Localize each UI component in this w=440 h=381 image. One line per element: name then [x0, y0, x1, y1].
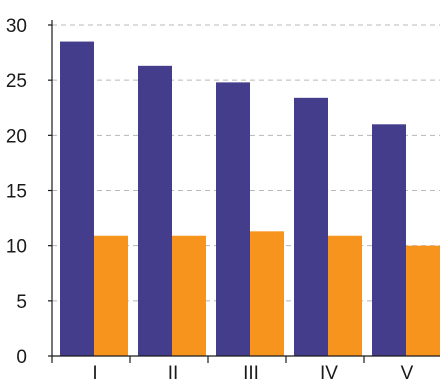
x-category-label: I	[92, 363, 97, 381]
y-tick-label: 15	[6, 182, 27, 203]
bar-I-series-2	[94, 235, 128, 356]
y-tick-label: 30	[6, 16, 27, 37]
x-category-label: IV	[320, 363, 338, 381]
bar-I-series-1	[60, 41, 94, 357]
bar-IV-series-1	[294, 97, 328, 356]
y-tick-label: 5	[16, 292, 27, 313]
bars	[60, 41, 440, 357]
y-tick-label: 20	[6, 126, 27, 147]
x-category-label: V	[401, 363, 414, 381]
axes	[48, 20, 440, 363]
y-tick-label: 10	[6, 237, 27, 258]
bar-II-series-1	[138, 65, 172, 356]
x-category-label: III	[243, 363, 259, 381]
y-tick-label: 25	[6, 71, 27, 92]
y-tick-label: 0	[16, 347, 27, 368]
bar-V-series-1	[372, 124, 406, 356]
bar-IV-series-2	[328, 235, 362, 356]
bar-V-series-2	[406, 245, 440, 356]
bar-III-series-1	[216, 82, 250, 356]
bar-III-series-2	[250, 231, 284, 356]
bar-II-series-2	[172, 235, 206, 356]
x-category-label: II	[168, 363, 179, 381]
